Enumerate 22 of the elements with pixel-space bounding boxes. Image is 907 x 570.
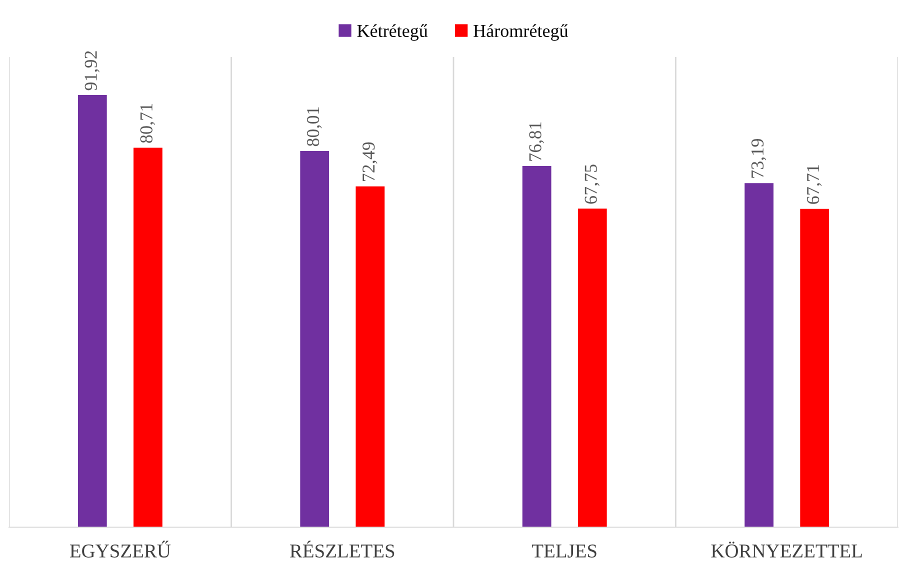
bar <box>356 186 385 528</box>
data-label: 80,01 <box>306 107 322 146</box>
x-tick-label: TELJES <box>532 544 596 558</box>
x-tick-label: KÖRNYEZETTEL <box>711 542 862 558</box>
data-label: 67,71 <box>806 165 822 204</box>
bar <box>78 94 107 528</box>
bar <box>522 166 552 528</box>
bar <box>578 208 607 528</box>
bar <box>744 183 774 528</box>
legend-label: Kétrétegű <box>357 24 428 41</box>
bar <box>300 151 330 528</box>
bar <box>800 208 830 528</box>
data-label: 76,81 <box>529 122 544 161</box>
data-label: 73,19 <box>751 139 766 178</box>
legend-label: Háromrétegű <box>474 24 568 41</box>
x-tick-label: EGYSZERŰ <box>70 540 171 558</box>
data-label: 80,71 <box>140 104 156 143</box>
data-label: 91,92 <box>84 51 100 90</box>
data-label: 72,49 <box>362 142 378 182</box>
data-label: 67,75 <box>584 164 600 204</box>
x-tick-label: RÉSZLETES <box>290 540 394 558</box>
bar <box>134 148 162 528</box>
